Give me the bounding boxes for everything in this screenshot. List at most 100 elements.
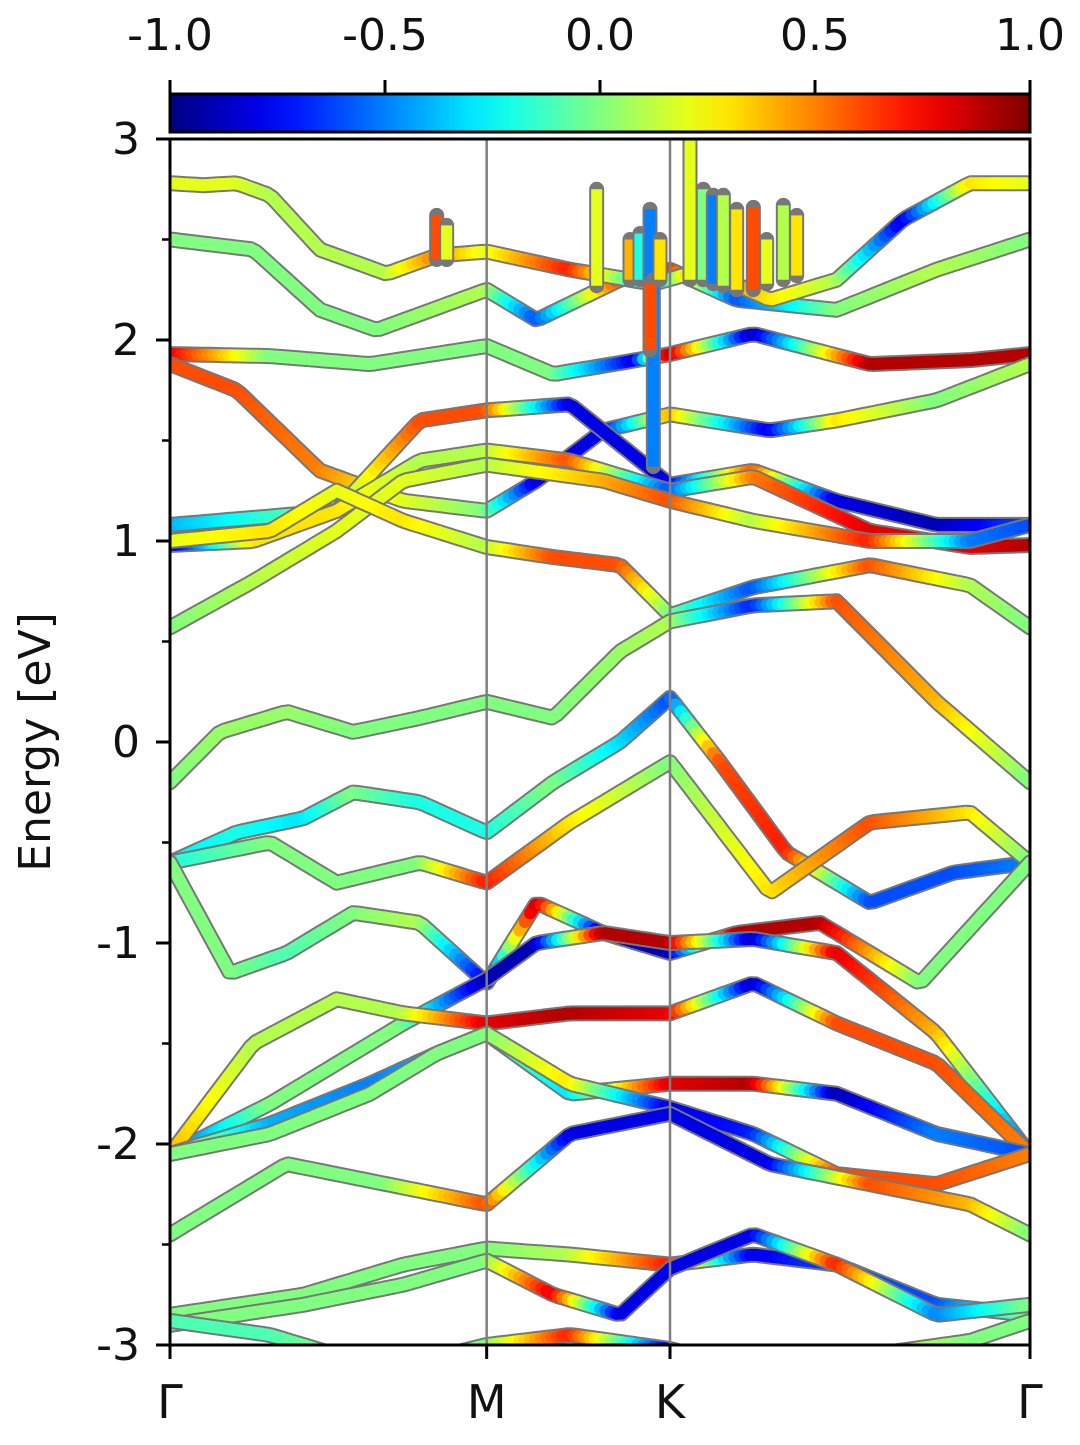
band-segment	[783, 1372, 788, 1373]
band-segment	[853, 1358, 858, 1359]
band-segment	[896, 1351, 901, 1352]
band-segment	[837, 1361, 842, 1362]
x-tick-label: Γ	[157, 1375, 183, 1429]
band-segment	[708, 1359, 713, 1360]
band-18	[170, 1321, 1030, 1375]
bands-layer	[170, 139, 1030, 1375]
band-segment	[337, 1355, 342, 1356]
band-segment	[799, 1368, 804, 1369]
band-segment	[777, 1373, 782, 1374]
band-segment	[697, 1356, 702, 1357]
y-tick-label: 2	[112, 315, 140, 366]
colorbar-tick-label: -0.5	[342, 10, 428, 61]
band-segment	[417, 1360, 422, 1361]
band-segment	[745, 1369, 750, 1370]
y-tick-label: -2	[96, 1119, 140, 1170]
y-tick-label: 0	[112, 717, 140, 768]
band-segment	[869, 1355, 874, 1356]
band-segment	[315, 1349, 320, 1351]
band-segment	[460, 1350, 465, 1351]
band-17	[170, 1235, 1030, 1325]
band-segment	[423, 1359, 428, 1360]
band-10	[170, 863, 1030, 983]
band-segment	[724, 1363, 729, 1364]
band-segment	[369, 1360, 374, 1361]
band-segment	[364, 1359, 369, 1360]
y-tick-label: -3	[96, 1320, 140, 1371]
band-segment	[756, 1372, 761, 1373]
band-segment	[880, 1353, 885, 1354]
band-segment	[675, 1350, 680, 1351]
band-segment	[691, 1355, 696, 1356]
x-tick-label: K	[655, 1375, 687, 1429]
band-outline	[170, 1321, 1030, 1375]
y-tick-label: 1	[112, 516, 140, 567]
x-tick-label: M	[467, 1375, 507, 1429]
band-segment	[842, 1360, 847, 1361]
x-tick-label: Γ	[1017, 1375, 1043, 1429]
band-segment	[890, 1351, 895, 1352]
band-segment	[901, 1350, 906, 1351]
band-segment	[471, 1348, 476, 1349]
y-tick-label: 3	[112, 114, 140, 165]
colorbar-gradient	[170, 94, 1030, 132]
band-segment	[831, 1362, 836, 1363]
band-segment	[794, 1369, 799, 1370]
band-segment	[847, 1359, 852, 1360]
band-outline	[170, 863, 1030, 983]
band-1	[170, 335, 1030, 374]
band-segment	[450, 1353, 455, 1354]
band-segment	[804, 1367, 809, 1368]
colorbar-tick-label: -1.0	[127, 10, 213, 61]
band-segment	[686, 1353, 691, 1354]
band-segment	[331, 1353, 336, 1355]
band-segment	[885, 1352, 890, 1353]
band-segment	[713, 1360, 718, 1361]
colorbar-tick-label: 0.5	[780, 10, 850, 61]
band-segment	[466, 1349, 471, 1350]
band-segment	[912, 1348, 917, 1349]
band-segment	[396, 1364, 401, 1365]
band-segment	[326, 1352, 331, 1354]
band-segment	[433, 1357, 438, 1358]
y-axis-title: Energy [eV]	[10, 612, 61, 872]
band-segment	[659, 1348, 664, 1349]
band-segment	[810, 1366, 815, 1367]
band-segment	[718, 1362, 723, 1363]
band-segment	[761, 1373, 766, 1374]
band-segment	[923, 1347, 928, 1348]
band-segment	[353, 1358, 358, 1359]
band-segment	[740, 1367, 745, 1369]
band-segment	[734, 1366, 739, 1367]
colorbar: -1.0 -0.5 0.0 0.5 1.0	[127, 10, 1065, 132]
band-segment	[401, 1364, 406, 1365]
band-segment	[428, 1358, 433, 1359]
band-segment	[439, 1355, 444, 1356]
band-segment	[788, 1370, 793, 1371]
band-segment	[874, 1354, 879, 1355]
band-segment	[815, 1365, 820, 1366]
band-segment	[729, 1364, 734, 1365]
band-segment	[358, 1358, 363, 1359]
band-segment	[321, 1350, 326, 1352]
y-tick-label: -1	[96, 918, 140, 969]
band-segment	[444, 1354, 449, 1355]
band-segment	[412, 1362, 417, 1363]
band-segment	[390, 1363, 395, 1364]
band-segment	[751, 1370, 756, 1371]
band-segment	[702, 1357, 707, 1358]
band-segment	[906, 1349, 911, 1350]
band-segment	[772, 1374, 777, 1375]
band-segment	[863, 1355, 868, 1356]
band-segment	[858, 1356, 863, 1357]
band-segment	[654, 1347, 659, 1348]
band-5	[170, 465, 1030, 628]
colorbar-tick-label: 1.0	[995, 10, 1065, 61]
colorbar-tick-label: 0.0	[565, 10, 635, 61]
band-segment	[347, 1357, 352, 1358]
band-segment	[826, 1363, 831, 1364]
band-segment	[374, 1361, 379, 1362]
band-segment	[385, 1362, 390, 1363]
